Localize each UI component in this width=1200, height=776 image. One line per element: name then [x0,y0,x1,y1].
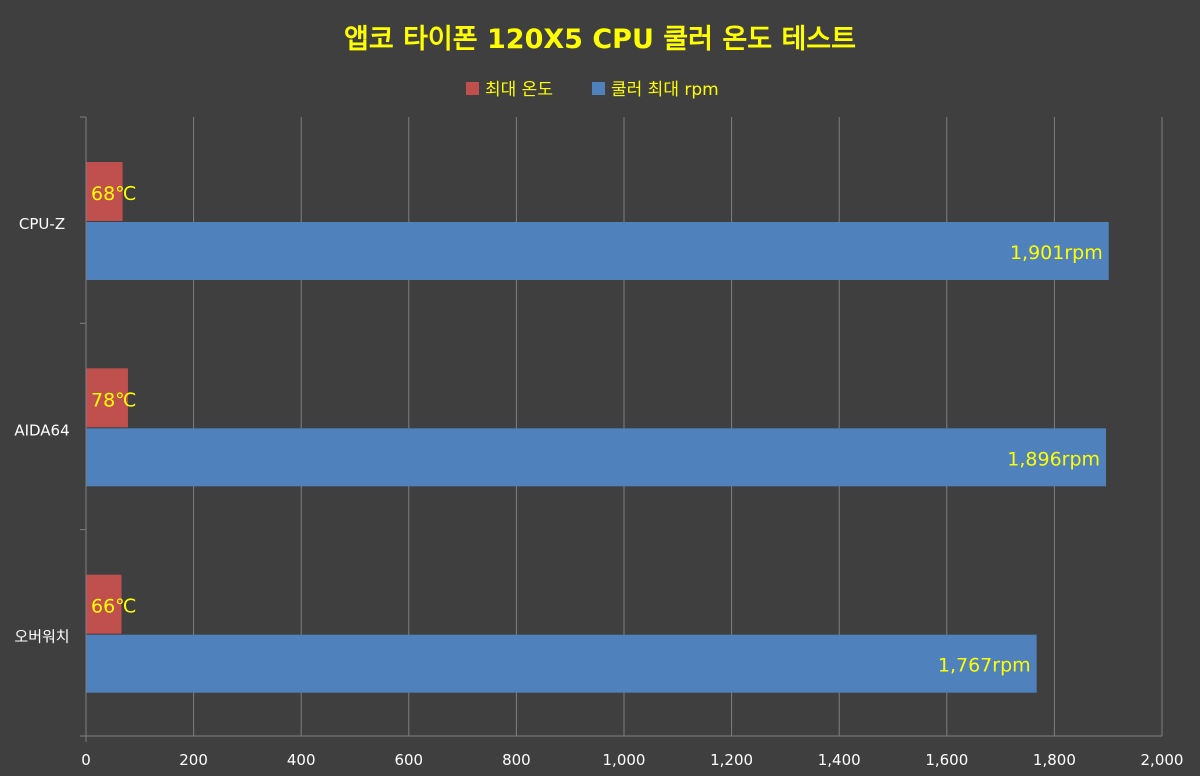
legend: 최대 온도 쿨러 최대 rpm [466,80,719,100]
bar-rpm [86,428,1107,487]
bar-temperature [86,162,123,221]
x-tick-label: 2,000 [1141,751,1184,769]
legend-item-rpm-swatch [592,82,605,95]
legend-item-rpm-label: 쿨러 최대 rpm [611,80,719,100]
x-tick-label: 400 [287,751,316,769]
legend-item-temperature-label: 최대 온도 [485,80,553,100]
bar-rpm [86,634,1037,693]
x-tick-label: 1,800 [1033,751,1076,769]
x-tick-label: 1,000 [603,751,646,769]
grid [193,117,1163,736]
data-label-rpm: 1,901rpm [1010,242,1103,264]
x-tick-label: 200 [179,751,208,769]
bar-rpm [86,222,1109,280]
bars: 68℃ 1,901rpm 78℃ 1,896rpm 66℃ 1,767rpm [86,162,1109,693]
x-tick-label: 1,600 [925,751,968,769]
data-label-temperature: 78℃ [91,389,137,411]
legend-item-temperature-swatch [466,82,479,95]
bar-temperature [86,574,122,634]
data-label-temperature: 66℃ [91,596,137,618]
x-tick-label: 1,200 [710,751,753,769]
x-tick-label: 0 [81,751,91,769]
y-category-label: AIDA64 [14,421,69,439]
data-label-rpm: 1,896rpm [1007,448,1100,470]
y-category-label: 오버워치 [14,628,69,646]
x-tick-label: 600 [394,751,423,769]
data-label-temperature: 68℃ [91,183,137,205]
chart-title: 앱코 타이폰 120X5 CPU 쿨러 온도 테스트 [344,24,856,55]
axes: 0 200 400 600 800 1,000 1,200 1,400 1,600 1,800 2,… [14,116,1184,769]
y-category-label: CPU-Z [19,215,65,233]
x-tick-label: 1,400 [818,751,861,769]
data-label-rpm: 1,767rpm [938,655,1031,677]
bar-temperature [86,368,128,428]
x-tick-label: 800 [502,751,531,769]
